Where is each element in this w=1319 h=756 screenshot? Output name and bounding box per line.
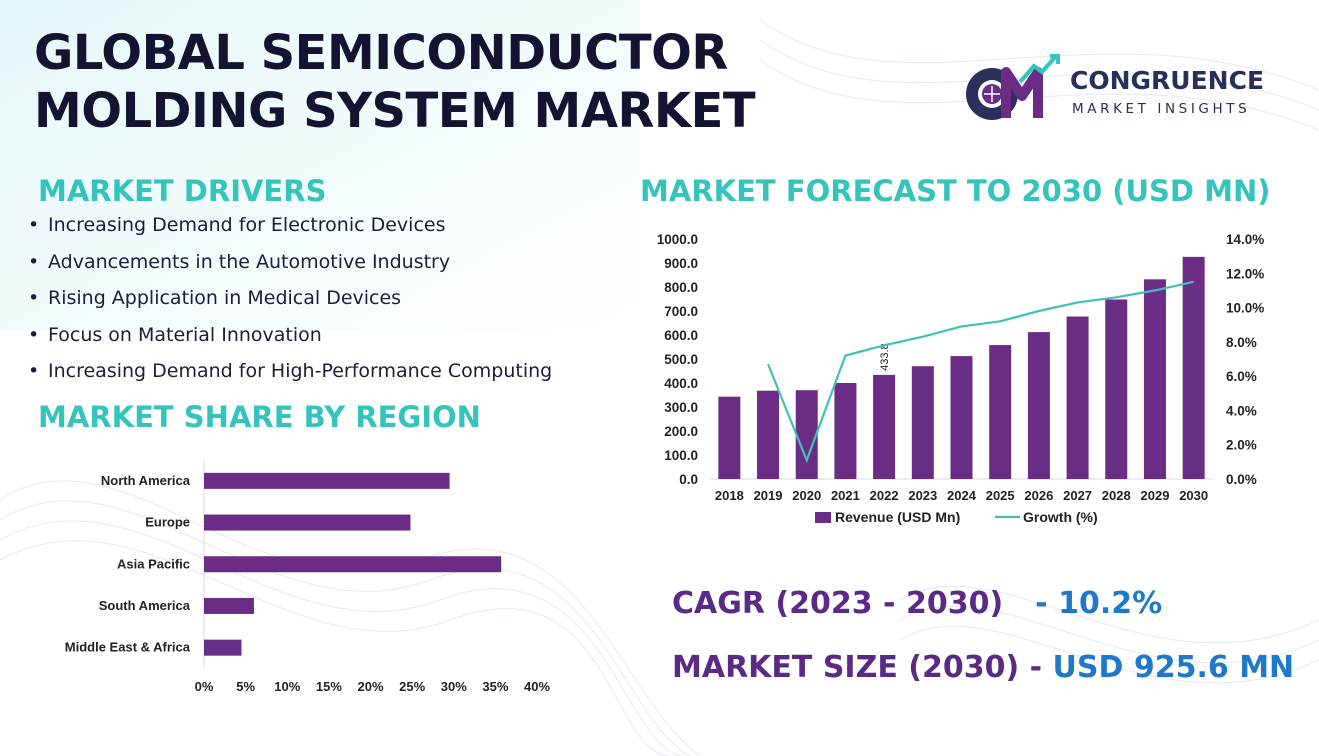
revenue-bar bbox=[1182, 256, 1205, 479]
bar bbox=[204, 472, 450, 489]
legend-label-growth: Growth (%) bbox=[1023, 509, 1098, 525]
page-title: GLOBAL SEMICONDUCTOR MOLDING SYSTEM MARK… bbox=[34, 24, 756, 140]
x-tick-label: 15% bbox=[316, 679, 342, 694]
revenue-bar bbox=[950, 356, 973, 479]
title-line-1: GLOBAL SEMICONDUCTOR bbox=[34, 25, 728, 81]
y-tick-label: 200.0 bbox=[664, 424, 698, 439]
cagr-kpi: CAGR (2023 - 2030) - 10.2% bbox=[672, 586, 1162, 621]
revenue-bar bbox=[757, 390, 780, 479]
market-size-label: MARKET SIZE (2030) - bbox=[672, 650, 1043, 685]
x-tick-label: 2028 bbox=[1102, 488, 1131, 503]
bar bbox=[204, 639, 242, 656]
y-tick-label: 300.0 bbox=[664, 400, 698, 415]
bar bbox=[204, 597, 254, 614]
revenue-bar bbox=[989, 345, 1012, 479]
y2-tick-label: 8.0% bbox=[1226, 335, 1257, 350]
category-label: Asia Pacific bbox=[117, 556, 190, 571]
driver-text: Advancements in the Automotive Industry bbox=[48, 250, 451, 273]
y-tick-label: 800.0 bbox=[664, 280, 698, 295]
market-size-value: USD 925.6 MN bbox=[1052, 650, 1295, 685]
driver-text: Increasing Demand for High-Performance C… bbox=[48, 360, 553, 382]
x-tick-label: 2019 bbox=[754, 488, 783, 503]
x-tick-label: 2024 bbox=[947, 488, 977, 503]
y-tick-label: 900.0 bbox=[664, 256, 698, 271]
bar bbox=[204, 556, 502, 573]
y2-tick-label: 6.0% bbox=[1226, 369, 1257, 384]
category-label: Middle East & Africa bbox=[65, 640, 191, 655]
legend-label-revenue: Revenue (USD Mn) bbox=[835, 509, 960, 525]
driver-item: • Increasing Demand for High-Performance … bbox=[28, 360, 553, 382]
driver-item: • Advancements in the Automotive Industry bbox=[28, 250, 451, 273]
y2-tick-label: 10.0% bbox=[1226, 301, 1264, 316]
growth-line bbox=[767, 280, 1194, 464]
x-tick-label: 5% bbox=[236, 679, 255, 694]
revenue-bar bbox=[1066, 316, 1089, 479]
revenue-bar bbox=[795, 390, 818, 479]
market-forecast-heading: MARKET FORECAST TO 2030 (USD MN) bbox=[640, 174, 1271, 208]
driver-item: • Increasing Demand for Electronic Device… bbox=[28, 214, 446, 236]
revenue-bar bbox=[834, 383, 857, 479]
driver-text: Increasing Demand for Electronic Devices bbox=[48, 214, 446, 236]
x-tick-label: 2018 bbox=[715, 488, 744, 503]
x-tick-label: 10% bbox=[274, 679, 300, 694]
legend-swatch-revenue bbox=[815, 512, 831, 523]
x-tick-label: 2030 bbox=[1179, 488, 1208, 503]
y-tick-label: 100.0 bbox=[664, 448, 698, 463]
y-tick-label: 1000.0 bbox=[657, 232, 698, 247]
x-tick-label: 2023 bbox=[908, 488, 937, 503]
driver-text: Rising Application in Medical Devices bbox=[48, 287, 402, 309]
y2-tick-label: 14.0% bbox=[1226, 232, 1264, 247]
x-tick-label: 2022 bbox=[870, 488, 899, 503]
x-tick-label: 35% bbox=[482, 679, 508, 694]
revenue-bar bbox=[911, 366, 934, 479]
y2-tick-label: 12.0% bbox=[1226, 266, 1264, 281]
market-forecast-chart: 0.0 100.0 200.0 300.0 400.0 500.0 600.0 700.0 80… bbox=[657, 232, 1265, 525]
market-drivers-heading: MARKET DRIVERS bbox=[38, 174, 327, 208]
driver-item: • Rising Application in Medical Devices bbox=[28, 287, 402, 309]
x-tick-label: 2020 bbox=[792, 488, 821, 503]
revenue-bar bbox=[1027, 332, 1050, 479]
x-tick-label: 25% bbox=[399, 679, 425, 694]
logo-mark-icon bbox=[966, 54, 1060, 120]
driver-text: Focus on Material Innovation bbox=[48, 323, 322, 346]
category-label: South America bbox=[99, 598, 191, 613]
y-tick-label: 400.0 bbox=[664, 376, 698, 391]
bar bbox=[204, 514, 411, 531]
logo-name: CONGRUENCE bbox=[1070, 66, 1265, 95]
market-drivers-list: • Increasing Demand for Electronic Device… bbox=[28, 210, 552, 393]
y-tick-label: 0.0 bbox=[679, 472, 698, 487]
x-tick-label: 2025 bbox=[986, 488, 1015, 503]
y-tick-label: 600.0 bbox=[664, 328, 698, 343]
driver-item: • Focus on Material Innovation bbox=[28, 323, 322, 346]
x-tick-label: 2026 bbox=[1024, 488, 1053, 503]
logo-tagline: MARKET INSIGHTS bbox=[1072, 101, 1251, 117]
revenue-bar bbox=[873, 374, 896, 479]
company-logo: CONGRUENCE MARKET INSIGHTS bbox=[962, 52, 1292, 126]
market-size-kpi: MARKET SIZE (2030) - USD 925.6 MN bbox=[672, 650, 1294, 685]
revenue-bar bbox=[1143, 279, 1166, 479]
revenue-bar bbox=[1105, 299, 1128, 479]
y-tick-label: 700.0 bbox=[664, 304, 698, 319]
x-tick-label: 0% bbox=[195, 679, 214, 694]
x-tick-label: 40% bbox=[524, 679, 550, 694]
revenue-bar bbox=[718, 396, 741, 479]
data-label: 433.8 bbox=[879, 343, 891, 371]
x-tick-label: 30% bbox=[441, 679, 467, 694]
y2-tick-label: 4.0% bbox=[1226, 403, 1257, 418]
title-line-2: MOLDING SYSTEM MARKET bbox=[34, 83, 756, 139]
region-share-chart: North America Europe Asia Pacific South Ame… bbox=[65, 460, 550, 694]
cagr-value: - 10.2% bbox=[1035, 586, 1163, 621]
x-tick-label: 20% bbox=[357, 679, 383, 694]
market-share-heading: MARKET SHARE BY REGION bbox=[38, 400, 481, 434]
x-tick-label: 2029 bbox=[1141, 488, 1170, 503]
cagr-label: CAGR (2023 - 2030) bbox=[672, 586, 1004, 621]
category-label: North America bbox=[101, 473, 191, 488]
category-label: Europe bbox=[145, 515, 190, 530]
x-tick-label: 2021 bbox=[831, 488, 860, 503]
y-tick-label: 500.0 bbox=[664, 352, 698, 367]
x-tick-label: 2027 bbox=[1063, 488, 1092, 503]
y2-tick-label: 0.0% bbox=[1226, 472, 1257, 487]
y2-tick-label: 2.0% bbox=[1226, 438, 1257, 453]
